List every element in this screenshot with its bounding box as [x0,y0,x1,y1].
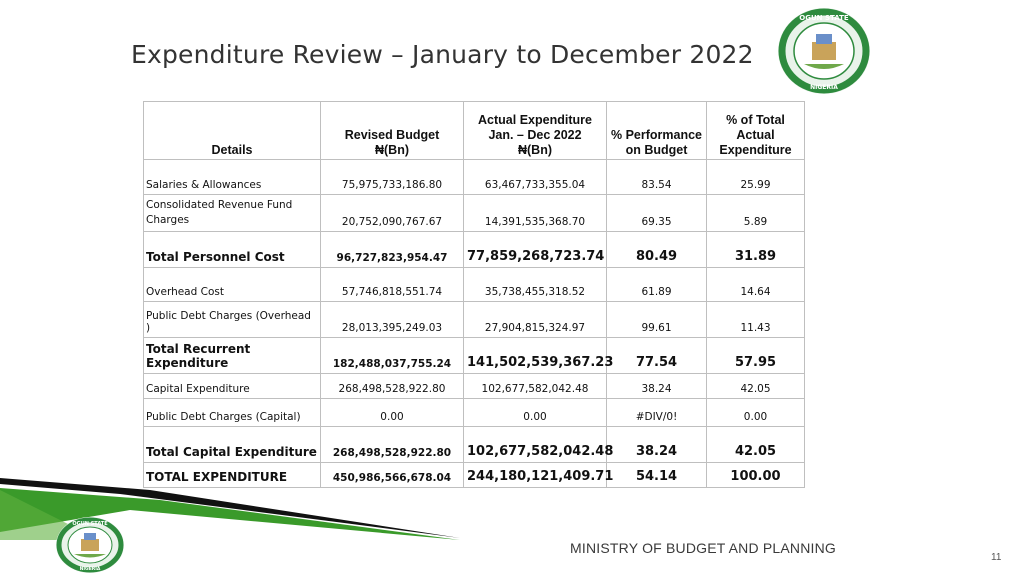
table-row-total: Total Recurrent Expenditure 182,488,037,… [143,337,805,374]
table-row: Public Debt Charges (Overhead ) 28,013,3… [143,301,805,338]
row-budget: 268,498,528,922.80 [320,426,464,463]
row-performance: 99.61 [606,301,707,338]
row-budget: 0.00 [320,398,464,427]
row-performance: 83.54 [606,159,707,195]
row-label: Consolidated Revenue Fund Charges [143,194,321,232]
row-share: 31.89 [706,231,805,268]
row-label: Salaries & Allowances [143,159,321,195]
row-share: 14.64 [706,267,805,302]
row-label: Public Debt Charges (Capital) [143,398,321,427]
ogun-state-seal-logo: OGUN STATE NIGERIA [778,8,870,94]
row-actual: 63,467,733,355.04 [463,159,607,195]
table-row: Overhead Cost 57,746,818,551.74 35,738,4… [143,267,805,302]
row-actual: 0.00 [463,398,607,427]
table-row-total: Total Personnel Cost 96,727,823,954.47 7… [143,231,805,268]
ministry-footer: MINISTRY OF BUDGET AND PLANNING [570,540,837,556]
row-actual: 102,677,582,042.48 [463,373,607,399]
table-row-total: Total Capital Expenditure 268,498,528,92… [143,426,805,463]
row-label: Total Capital Expenditure [143,426,321,463]
logo-bottom-text: NIGERIA [810,84,838,91]
header-performance: % Performance on Budget [606,101,707,160]
logo-small-bottom-text: NIGERIA [80,566,101,572]
row-share: 42.05 [706,373,805,399]
row-share: 100.00 [706,462,805,488]
slide-title: Expenditure Review – January to December… [131,40,754,69]
row-share: 5.89 [706,194,805,232]
logo-top-text: OGUN STATE [799,14,849,22]
row-share: 0.00 [706,398,805,427]
row-label: Capital Expenditure [143,373,321,399]
row-budget: 96,727,823,954.47 [320,231,464,268]
expenditure-table: Details Revised Budget ₦(Bn) Actual Expe… [143,101,805,488]
row-performance: 38.24 [606,373,707,399]
row-label: Total Recurrent Expenditure [143,337,321,374]
row-actual: 14,391,535,368.70 [463,194,607,232]
table-row: Capital Expenditure 268,498,528,922.80 1… [143,373,805,399]
row-budget: 268,498,528,922.80 [320,373,464,399]
row-budget: 57,746,818,551.74 [320,267,464,302]
row-actual: 102,677,582,042.48 [463,426,613,463]
header-details: Details [143,101,321,160]
row-performance: 80.49 [606,231,707,268]
row-label: TOTAL EXPENDITURE [143,462,321,488]
row-actual: 27,904,815,324.97 [463,301,607,338]
row-share: 11.43 [706,301,805,338]
row-performance: 38.24 [606,426,707,463]
header-revised-budget: Revised Budget ₦(Bn) [320,101,464,160]
row-label: Total Personnel Cost [143,231,321,268]
row-budget: 75,975,733,186.80 [320,159,464,195]
table-row: Salaries & Allowances 75,975,733,186.80 … [143,159,805,195]
row-performance: 54.14 [606,462,707,488]
row-performance: #DIV/0! [606,398,707,427]
table-header-row: Details Revised Budget ₦(Bn) Actual Expe… [143,101,805,160]
page-number: 11 [991,552,1002,563]
row-actual: 244,180,121,409.71 [463,462,613,488]
header-share-of-total: % of Total Actual Expenditure [706,101,805,160]
row-budget: 182,488,037,755.24 [320,337,464,374]
table-row: Public Debt Charges (Capital) 0.00 0.00 … [143,398,805,427]
row-label: Public Debt Charges (Overhead ) [143,301,321,338]
row-label: Overhead Cost [143,267,321,302]
logo-small-top-text: OGUN STATE [72,521,108,527]
ogun-state-seal-logo-small: OGUN STATE NIGERIA [56,517,124,573]
row-share: 42.05 [706,426,805,463]
row-actual: 77,859,268,723.74 [463,231,607,268]
header-actual-expenditure: Actual Expenditure Jan. – Dec 2022 ₦(Bn) [463,101,607,160]
row-share: 57.95 [706,337,805,374]
table-row-grand-total: TOTAL EXPENDITURE 450,986,566,678.04 244… [143,462,805,488]
row-performance: 77.54 [606,337,707,374]
row-performance: 61.89 [606,267,707,302]
row-budget: 20,752,090,767.67 [320,194,464,232]
row-budget: 28,013,395,249.03 [320,301,464,338]
table-row: Consolidated Revenue Fund Charges 20,752… [143,194,805,232]
row-actual: 35,738,455,318.52 [463,267,607,302]
row-performance: 69.35 [606,194,707,232]
row-actual: 141,502,539,367.23 [463,337,613,374]
row-share: 25.99 [706,159,805,195]
